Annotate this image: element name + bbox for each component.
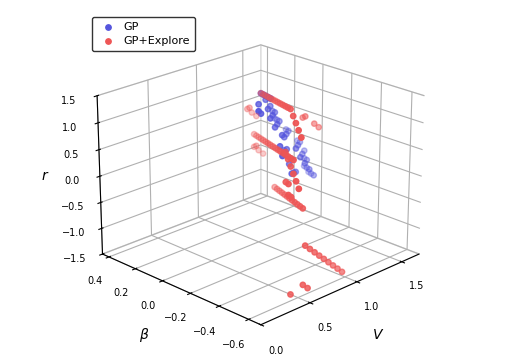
X-axis label: V: V (373, 328, 382, 342)
Y-axis label: β: β (139, 328, 148, 342)
Legend: GP, GP+Explore: GP, GP+Explore (92, 17, 195, 51)
